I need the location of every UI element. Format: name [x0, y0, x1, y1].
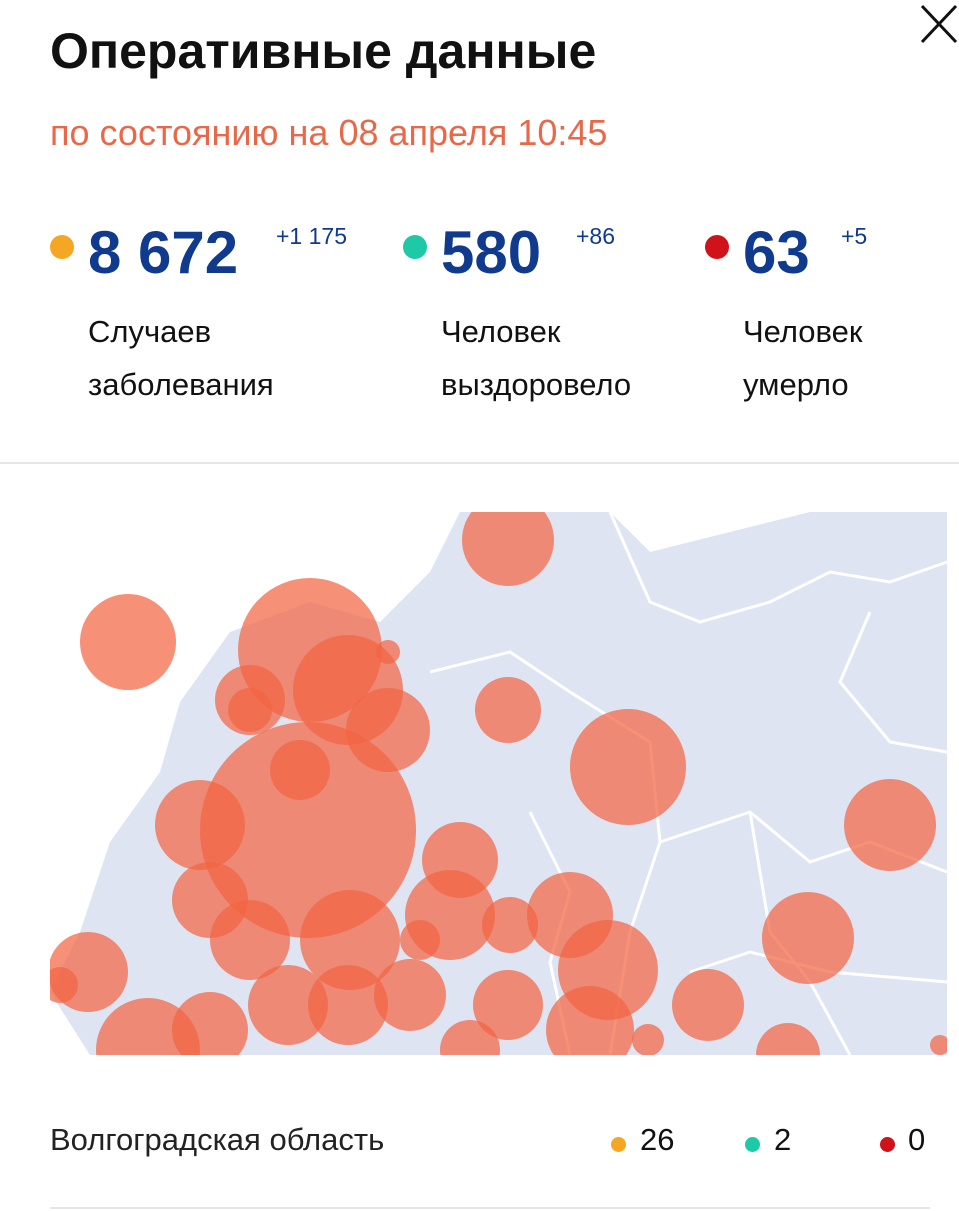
stat-delta: +86: [576, 223, 616, 249]
region-dot: [611, 1137, 626, 1152]
stat-dot: [705, 235, 729, 259]
stat-recovered: 580 +86 Человек выздоровело: [403, 215, 703, 415]
stat-label: Случаев заболевания: [88, 305, 274, 411]
stat-delta: +1 175: [276, 223, 347, 249]
stat-value: 8 672: [88, 219, 239, 286]
title: Оперативные данные: [50, 23, 597, 79]
label-line: Случаев: [88, 314, 212, 349]
region-deaths: 0: [908, 1122, 926, 1157]
label-line: Человек: [441, 314, 561, 349]
subtitle: по состоянию на 08 апреля 10:45: [50, 112, 608, 153]
label-line: выздоровело: [441, 367, 632, 402]
stat-dot: [403, 235, 427, 259]
map[interactable]: [50, 512, 947, 1055]
stat-label: Человек выздоровело: [441, 305, 631, 411]
stat-dot: [50, 235, 74, 259]
stat-cases: 8 672 +1 175 Случаев заболевания: [50, 215, 350, 415]
label-line: заболевания: [88, 367, 274, 402]
stat-label: Человек умерло: [743, 305, 862, 411]
divider: [50, 1207, 930, 1209]
label-line: Человек: [743, 314, 863, 349]
map-bubbles: [50, 512, 947, 1055]
region-dot: [745, 1137, 760, 1152]
region-dot: [880, 1137, 895, 1152]
divider: [0, 462, 959, 464]
region-cases: 26: [640, 1122, 675, 1157]
stat-delta: +5: [841, 223, 868, 249]
stat-deaths: 63 +5 Человек умерло: [705, 215, 959, 415]
region-name[interactable]: Волгоградская область: [50, 1122, 385, 1157]
region-recovered: 2: [774, 1122, 792, 1157]
stat-value: 580: [441, 219, 542, 286]
stat-value: 63: [743, 219, 810, 286]
label-line: умерло: [743, 367, 849, 402]
close-button[interactable]: [916, 2, 958, 46]
